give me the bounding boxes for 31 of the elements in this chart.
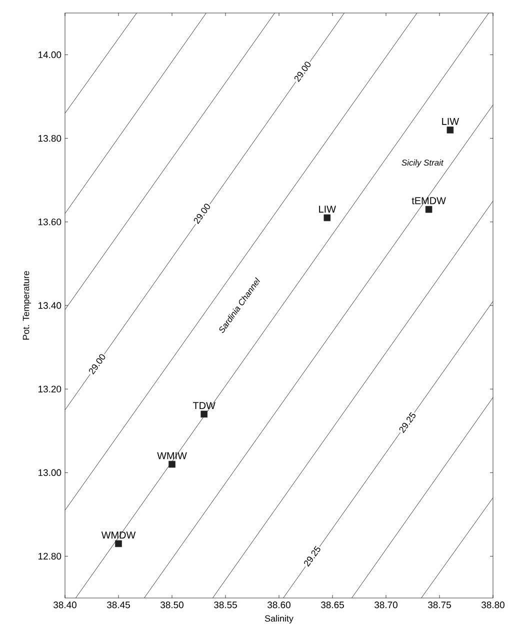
y-tick-label: 13.80 — [38, 135, 62, 142]
point — [168, 460, 176, 468]
point — [115, 540, 122, 548]
x-tick-label: 38.75 — [428, 602, 451, 608]
y-tick-label: 13.20 — [38, 386, 62, 392]
point — [425, 206, 432, 213]
y-tick-label: 13.60 — [38, 218, 62, 226]
y-tick-label: 13.00 — [38, 469, 62, 476]
x-tick-label: 38.60 — [268, 602, 290, 608]
x-tick-label: 38.45 — [107, 602, 130, 608]
x-tick-label: 38.50 — [160, 602, 184, 608]
x-tick-label: 38.80 — [482, 602, 504, 608]
annotation: WMIW — [157, 452, 187, 460]
y-tick-label: 12.80 — [38, 552, 62, 560]
x-tick-label: 38.70 — [374, 602, 398, 608]
annotation: LIW — [442, 118, 460, 125]
y-tick-label: 14.00 — [38, 51, 62, 58]
annotation: WMDW — [101, 532, 136, 538]
point — [446, 126, 454, 134]
x-tick-label: 38.55 — [214, 602, 237, 608]
annotation: tEMDW — [412, 197, 446, 204]
x-tick-label: 38.40 — [54, 602, 76, 608]
y-tick-label: 13.40 — [38, 302, 62, 309]
annotation: Sicily Strait — [402, 159, 444, 168]
annotation: LIW — [319, 206, 336, 213]
point — [324, 214, 331, 222]
x-axis-title: Salinity — [264, 615, 294, 624]
point — [200, 410, 208, 418]
annotation: TDW — [192, 402, 216, 409]
x-tick-label: 38.65 — [321, 602, 344, 608]
y-axis-title: Pot. Temperature — [22, 271, 31, 340]
